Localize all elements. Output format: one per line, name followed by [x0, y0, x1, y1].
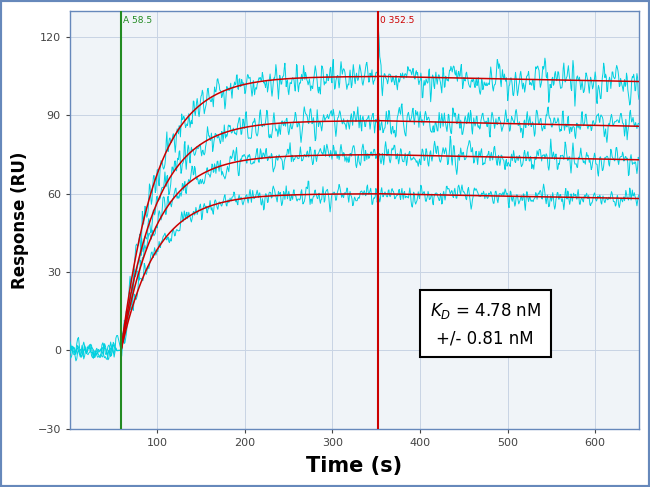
Text: $K_D$ = 4.78 nM
+/- 0.81 nM: $K_D$ = 4.78 nM +/- 0.81 nM: [430, 301, 541, 347]
Y-axis label: Response (RU): Response (RU): [11, 151, 29, 288]
Text: A 58.5: A 58.5: [123, 17, 152, 25]
X-axis label: Time (s): Time (s): [306, 456, 402, 476]
Text: 0 352.5: 0 352.5: [380, 17, 415, 25]
